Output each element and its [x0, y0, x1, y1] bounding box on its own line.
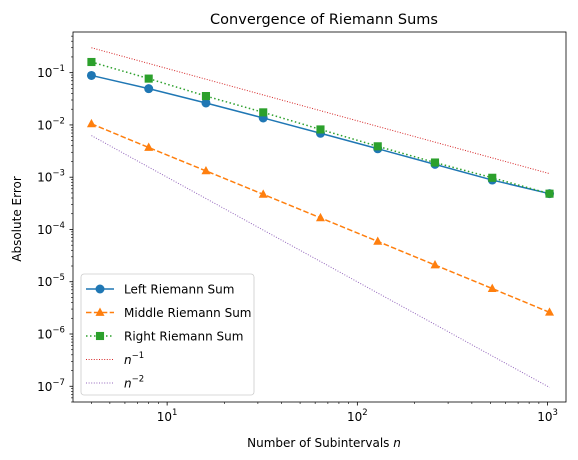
- legend-entry: Right Riemann Sum: [86, 330, 243, 344]
- legend-label: n−1: [124, 351, 144, 367]
- data-point: [545, 189, 554, 198]
- y-tick-label: 10−3: [37, 169, 65, 185]
- series-layer: [86, 47, 555, 388]
- series-line: [91, 61, 550, 195]
- y-tick-label: 10−7: [37, 378, 65, 394]
- legend-label: Right Riemann Sum: [124, 330, 243, 344]
- x-tick-label: 102: [347, 408, 368, 424]
- plot-area: 101 102 103 10−7 10−6 10−5 10−4 10−3 10−2 10−1: [37, 31, 567, 424]
- data-point: [430, 158, 440, 167]
- legend-label: Left Riemann Sum: [124, 283, 234, 297]
- y-tick-label: 10−2: [37, 116, 65, 132]
- data-point: [430, 260, 440, 269]
- data-point: [201, 165, 211, 175]
- data-point: [487, 283, 497, 292]
- legend-entry: n−2: [86, 375, 144, 391]
- data-point: [95, 307, 105, 316]
- chart-title: Convergence of Riemann Sums: [210, 12, 438, 28]
- legend-box: [80, 273, 255, 396]
- data-point: [95, 284, 105, 294]
- y-axis-ticks: 10−7 10−6 10−5 10−4 10−3 10−2 10−1: [37, 35, 73, 403]
- y-tick-label: 10−4: [37, 221, 65, 237]
- data-point: [488, 173, 497, 182]
- data-point: [87, 57, 96, 67]
- legend-label: Middle Riemann Sum: [124, 306, 252, 320]
- data-point: [144, 84, 154, 94]
- series-2: [87, 57, 554, 198]
- data-point: [86, 70, 96, 80]
- y-tick-label: 10−1: [37, 64, 65, 80]
- y-tick-label: 10−5: [37, 273, 65, 289]
- data-point: [373, 142, 382, 151]
- data-point: [373, 236, 383, 245]
- data-point: [201, 98, 211, 108]
- axes-frame: [72, 31, 567, 403]
- series-line: [91, 47, 550, 175]
- series-1: [86, 118, 555, 316]
- data-point: [86, 118, 96, 128]
- series-3: [91, 47, 550, 175]
- legend-entry: Middle Riemann Sum: [86, 306, 252, 320]
- x-tick-label: 103: [537, 408, 558, 424]
- data-point: [545, 307, 555, 316]
- data-point: [95, 331, 105, 341]
- y-tick-label: 10−6: [37, 326, 65, 342]
- x-axis-ticks: 101 102 103: [91, 402, 558, 424]
- y-axis-label: Absolute Error: [10, 176, 24, 262]
- legend-label: n−2: [124, 375, 144, 391]
- data-point: [258, 189, 268, 198]
- legend-entry: n−1: [86, 351, 144, 367]
- legend-entry: Left Riemann Sum: [86, 283, 234, 297]
- x-tick-label: 101: [157, 408, 178, 424]
- data-point: [259, 108, 268, 117]
- x-axis-label: Number of Subintervals n: [247, 436, 401, 450]
- data-point: [144, 74, 153, 83]
- data-point: [201, 92, 211, 101]
- data-point: [315, 212, 325, 222]
- legend: Left Riemann Sum Middle Riemann Sum Right …: [80, 273, 255, 396]
- data-point: [144, 142, 154, 151]
- data-point: [316, 125, 325, 134]
